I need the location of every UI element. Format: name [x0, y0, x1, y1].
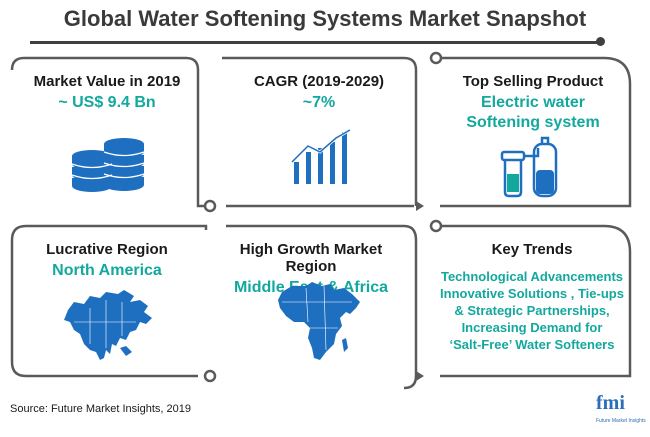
water-softener-icon: [500, 136, 558, 198]
north-america-map-icon: [64, 290, 152, 360]
africa-map-icon: [278, 282, 360, 360]
fmi-logo: fmi Future Market Insights: [596, 392, 646, 432]
card-high-growth-region: High Growth Market Region Middle East & …: [218, 230, 404, 375]
key-trend-line: Technological Advancements: [440, 269, 624, 284]
growth-bar-chart-icon: [290, 128, 351, 184]
card-lucrative-region: Lucrative Region North America: [14, 230, 200, 375]
key-trend-line: Increasing Demand for: [461, 320, 603, 335]
key-trends-label: Key Trends: [491, 241, 573, 258]
top-selling-value-line2: Softening system: [466, 114, 600, 131]
key-trend-line: Innovative Solutions , Tie-ups: [440, 286, 624, 301]
source-note: Source: Future Market Insights, 2019: [10, 403, 191, 415]
market-value-label: Market Value in 2019: [33, 73, 181, 90]
title-line-dot: [596, 37, 605, 46]
lucrative-region-value: North America: [52, 262, 162, 279]
title-underline: [30, 41, 600, 44]
top-selling-value-line1: Electric water: [480, 94, 586, 111]
high-growth-label: High Growth Market Region: [239, 241, 383, 275]
card-top-selling-product: Top Selling Product Electric water Softe…: [440, 62, 626, 207]
logo-subtitle: Future Market Insights: [596, 418, 646, 424]
logo-text: fmi: [596, 392, 625, 414]
lucrative-region-label: Lucrative Region: [46, 241, 168, 258]
key-trend-line: ‘Salt-Free’ Water Softeners: [449, 337, 615, 352]
cagr-label: CAGR (2019-2029): [253, 73, 385, 90]
card-cagr: CAGR (2019-2029) ~7%: [226, 62, 412, 207]
card-key-trends: Key Trends Technological Advancements In…: [434, 230, 630, 375]
coin-stack-icon: [71, 138, 145, 192]
page-title: Global Water Softening Systems Market Sn…: [63, 6, 587, 31]
key-trend-line: & Strategic Partnerships,: [454, 303, 610, 318]
cagr-value: ~7%: [302, 94, 336, 111]
market-value: ~ US$ 9.4 Bn: [58, 94, 156, 111]
top-selling-label: Top Selling Product: [462, 73, 604, 90]
card-market-value: Market Value in 2019 ~ US$ 9.4 Bn: [14, 62, 200, 207]
